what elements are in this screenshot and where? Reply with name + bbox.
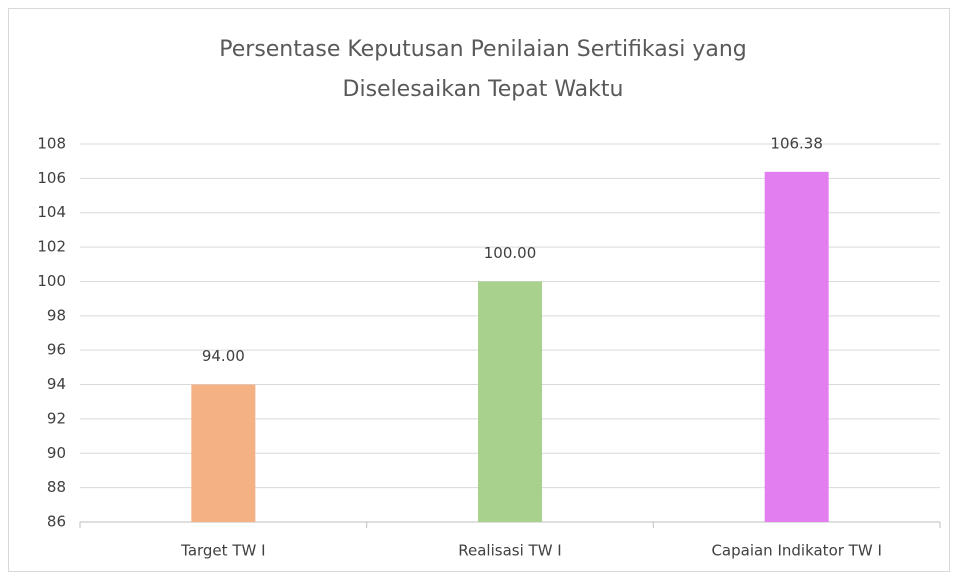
bar (191, 384, 256, 522)
data-label: 100.00 (484, 244, 537, 262)
data-label: 94.00 (202, 347, 245, 365)
bar (478, 281, 542, 522)
x-tick-label: Target TW I (180, 542, 265, 560)
data-label: 106.38 (770, 134, 823, 152)
y-tick-label: 92 (47, 409, 66, 427)
y-tick-label: 98 (47, 306, 66, 324)
y-tick-label: 90 (47, 444, 66, 462)
y-tick-label: 102 (37, 238, 66, 256)
y-tick-label: 94 (47, 375, 66, 393)
chart-title: Persentase Keputusan Penilaian Sertifika… (219, 37, 746, 62)
y-tick-label: 106 (37, 169, 66, 187)
y-tick-label: 104 (37, 203, 66, 221)
x-tick-label: Capaian Indikator TW I (711, 542, 881, 560)
y-tick-label: 108 (37, 135, 66, 153)
chart-title: Diselesaikan Tepat Waktu (343, 77, 624, 102)
y-tick-label: 86 (47, 513, 66, 531)
x-tick-label: Realisasi TW I (458, 542, 561, 560)
y-tick-label: 96 (47, 341, 66, 359)
y-tick-label: 100 (37, 272, 66, 290)
bar (764, 171, 829, 523)
y-tick-label: 88 (47, 478, 66, 496)
